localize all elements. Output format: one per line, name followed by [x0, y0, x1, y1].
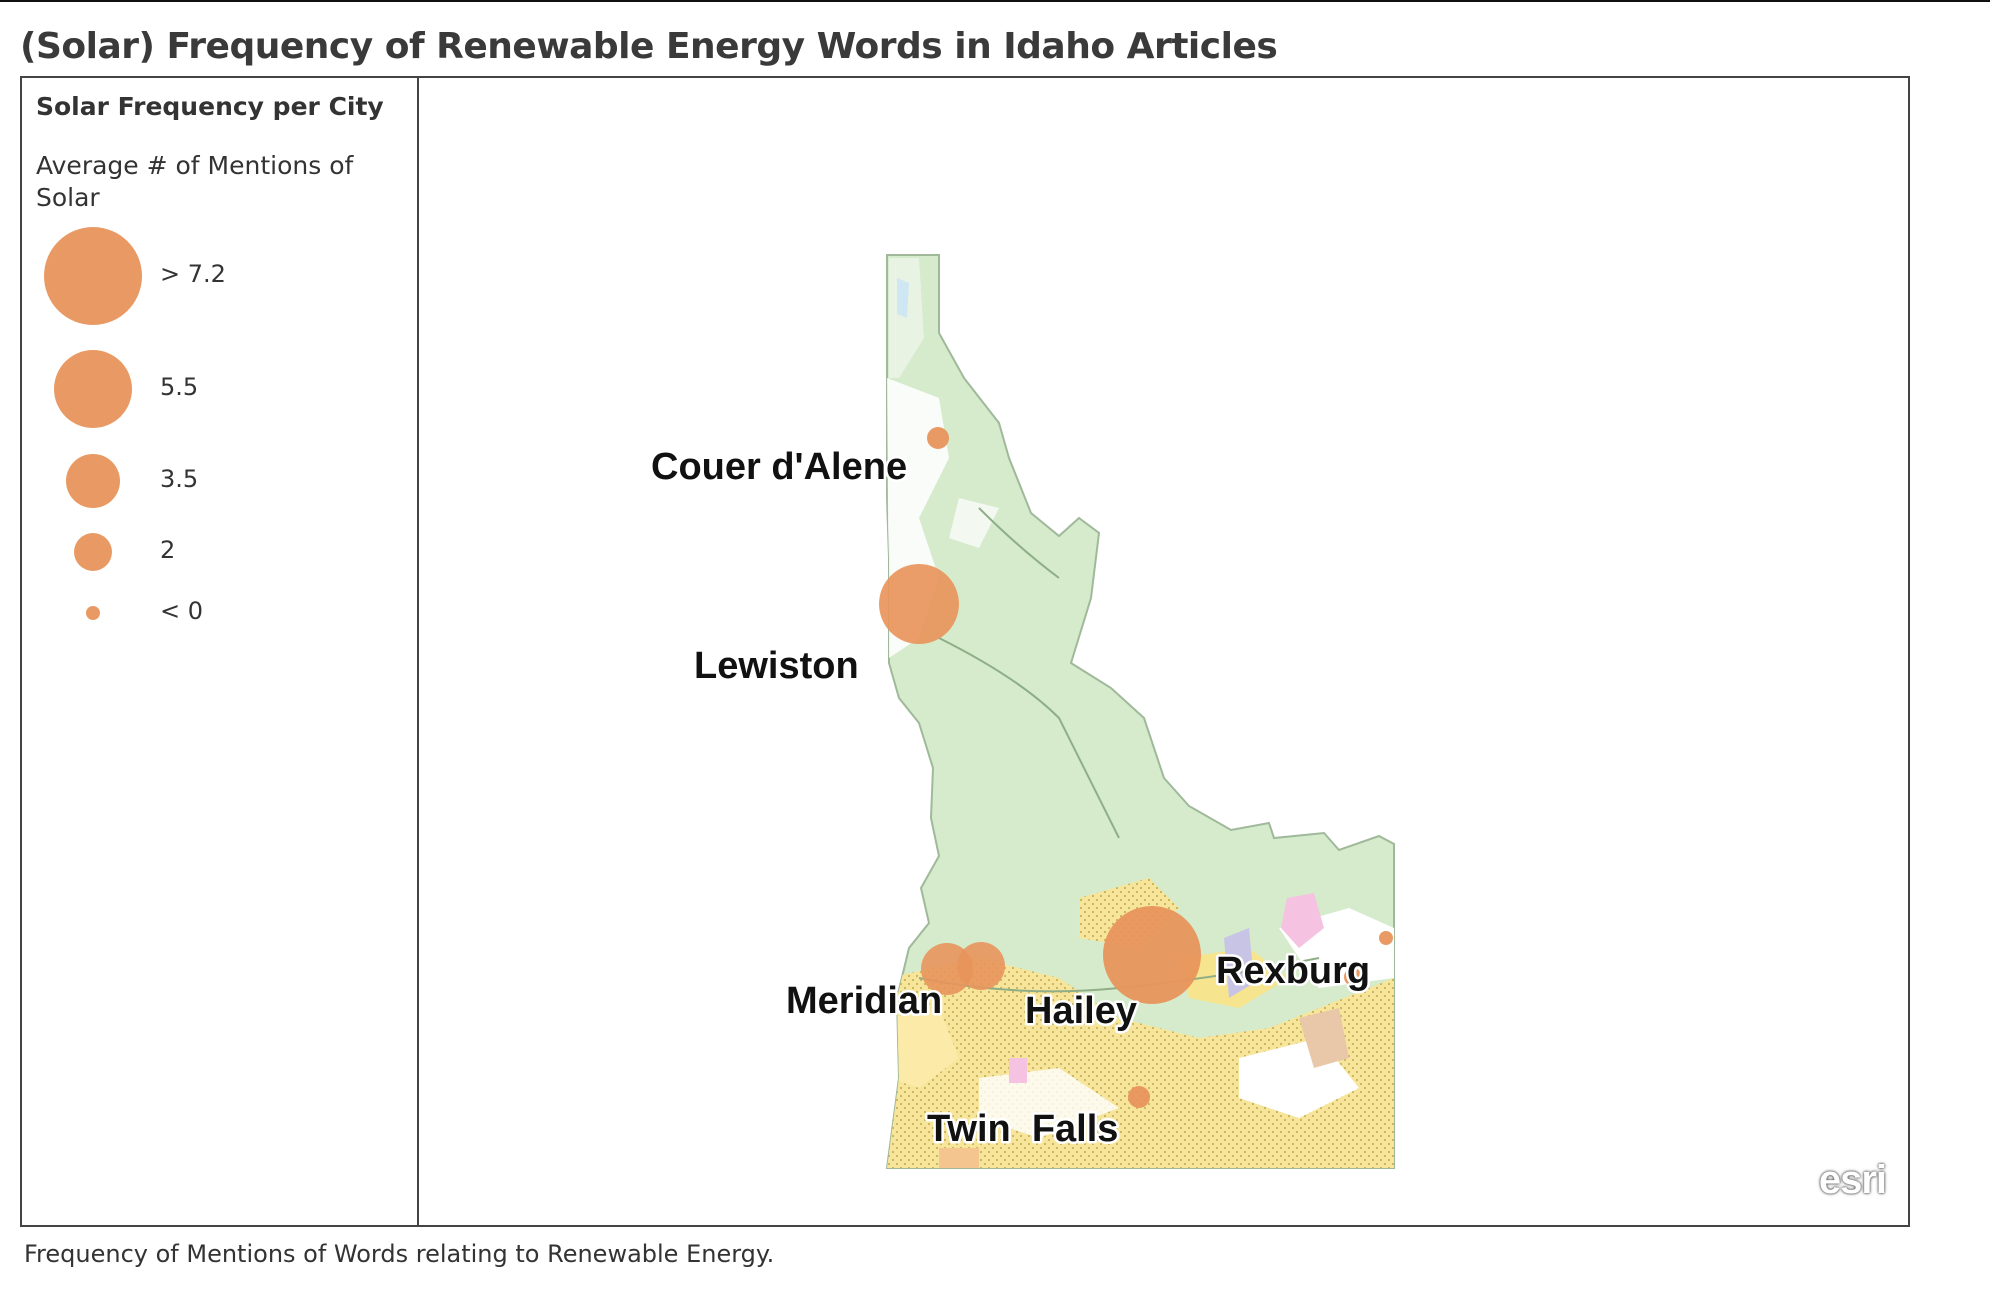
city-label-twin-falls: Twin Falls	[927, 1108, 1118, 1150]
legend-item-label: 2	[160, 536, 176, 564]
legend-item-label: > 7.2	[160, 260, 226, 288]
page-title: (Solar) Frequency of Renewable Energy Wo…	[20, 26, 1278, 67]
city-label-hailey: Hailey	[1025, 990, 1137, 1032]
city-label-meridian: Meridian	[786, 980, 942, 1022]
legend-circle-symbol	[54, 350, 132, 428]
legend-subheading: Average # of Mentions of Solar	[36, 151, 354, 212]
legend-item-smallest: < 0	[22, 597, 382, 625]
symbol-twin-falls[interactable]	[1128, 1086, 1150, 1108]
top-rule	[0, 0, 1990, 2]
legend-item-medium: 3.5	[22, 454, 382, 508]
city-label-lewiston: Lewiston	[694, 645, 859, 687]
symbol-hailey[interactable]	[1103, 906, 1201, 1004]
city-label-couer-dalene: Couer d'Alene	[651, 446, 907, 488]
legend-circle-symbol	[86, 606, 100, 620]
idaho-map[interactable]: Couer d'Alene Lewiston Meridian Hailey R…	[419, 78, 1908, 1225]
map-frame: Solar Frequency per City Average # of Me…	[20, 76, 1910, 1227]
legend-item-label: < 0	[160, 597, 204, 625]
city-labels: Couer d'Alene Lewiston Meridian Hailey R…	[649, 444, 1373, 1153]
symbol-rexburg[interactable]	[1344, 968, 1362, 986]
legend-item-label: 3.5	[160, 465, 199, 493]
map-canvas[interactable]: Couer d'Alene Lewiston Meridian Hailey R…	[419, 78, 1908, 1225]
symbol-meridian-east[interactable]	[957, 942, 1005, 990]
legend-heading: Solar Frequency per City	[36, 92, 384, 121]
symbol-couer-dalene[interactable]	[927, 427, 949, 449]
legend-item-large: 5.5	[22, 350, 382, 428]
map-caption: Frequency of Mentions of Words relating …	[24, 1240, 775, 1268]
legend-circle-symbol	[44, 227, 142, 325]
legend-item-largest: > 7.2	[22, 227, 382, 325]
legend-circle-symbol	[66, 454, 120, 508]
city-symbols	[879, 427, 1393, 1108]
city-label-rexburg: Rexburg	[1216, 950, 1370, 992]
legend-panel: Solar Frequency per City Average # of Me…	[22, 78, 419, 1225]
legend-circle-symbol	[74, 533, 112, 571]
esri-logo[interactable]: esri	[1818, 1158, 1887, 1202]
legend-item-small: 2	[22, 533, 382, 571]
symbol-east-idaho[interactable]	[1379, 931, 1393, 945]
legend-item-label: 5.5	[160, 373, 199, 401]
idaho-state-outline	[885, 254, 1395, 1169]
symbol-lewiston[interactable]	[879, 564, 959, 644]
